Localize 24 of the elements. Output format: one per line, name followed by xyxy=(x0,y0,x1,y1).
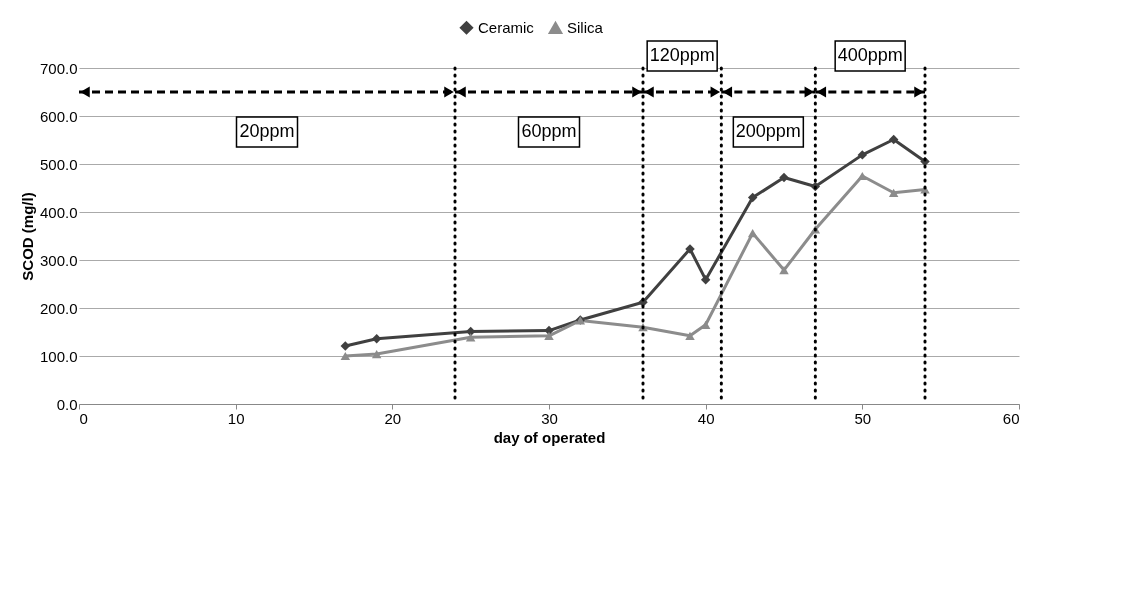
y-tick-label: 0.0 xyxy=(56,395,78,413)
y-tick-label: 300.0 xyxy=(39,251,78,269)
legend-label: Silica xyxy=(567,19,604,37)
y-tick-label: 400.0 xyxy=(39,203,78,221)
x-tick-label: 40 xyxy=(697,409,715,427)
x-axis-title: day of operated xyxy=(493,428,606,446)
x-tick-label: 60 xyxy=(1002,409,1020,427)
text: 120ppm xyxy=(649,45,715,65)
y-tick-label: 200.0 xyxy=(39,299,78,317)
x-tick-label: 10 xyxy=(227,409,245,427)
y-tick-label: 600.0 xyxy=(39,107,78,125)
x-tick-label: 30 xyxy=(541,409,558,427)
annotation: 20ppm xyxy=(239,121,295,141)
y-tick-label: 500.0 xyxy=(39,155,78,173)
annotation: 60ppm xyxy=(521,121,577,141)
x-tick-label: 50 xyxy=(854,409,872,427)
y-tick-label: 100.0 xyxy=(39,347,78,365)
legend-label: Ceramic xyxy=(478,18,535,36)
y-axis-title: SCOD (mg/l) xyxy=(18,192,36,281)
y-tick-label: 700.0 xyxy=(39,59,78,77)
x-tick-label: 20 xyxy=(384,409,402,427)
text: 400ppm xyxy=(837,45,903,65)
annotation: 200ppm xyxy=(735,121,801,141)
x-tick-label: 0 xyxy=(79,409,88,427)
